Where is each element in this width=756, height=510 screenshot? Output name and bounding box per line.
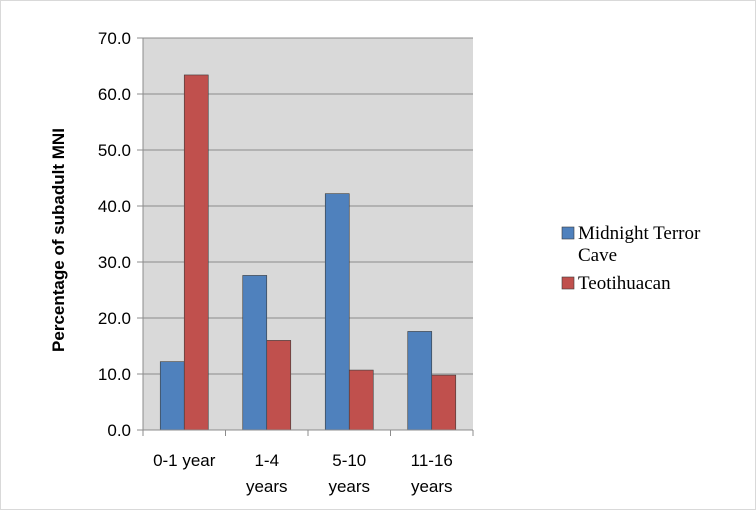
bars — [159, 74, 457, 431]
x-category-label: 5-10 — [332, 451, 366, 470]
legend-swatch — [561, 226, 575, 240]
bar-midnight-terror-cave — [242, 275, 268, 431]
legend-label: Teotihuacan — [578, 273, 671, 294]
x-category-label: years — [411, 477, 453, 496]
axes — [137, 37, 474, 436]
bar-teotihuacan — [183, 74, 209, 431]
x-category-label: 0-1 year — [153, 451, 216, 470]
x-category-label: years — [328, 477, 370, 496]
legend-swatch — [561, 276, 575, 290]
bar-teotihuacan — [348, 369, 374, 431]
legend-label: Midnight Terror — [578, 223, 701, 244]
bar-teotihuacan — [266, 340, 292, 431]
y-tick-label: 20.0 — [98, 309, 131, 328]
y-tick-label: 50.0 — [98, 141, 131, 160]
legend-label: Cave — [578, 245, 617, 266]
y-tick-label: 70.0 — [98, 29, 131, 48]
y-tick-label: 60.0 — [98, 85, 131, 104]
x-category-label: 11-16 — [411, 451, 453, 470]
bar-teotihuacan — [431, 374, 457, 431]
bar-midnight-terror-cave — [407, 331, 433, 431]
bar-midnight-terror-cave — [159, 361, 185, 431]
y-tick-label: 40.0 — [98, 197, 131, 216]
x-category-label: 1-4 — [254, 451, 279, 470]
x-category-labels: 0-1 year 1-4 years 5-10 years 11-16 years — [153, 451, 453, 496]
y-tick-label: 10.0 — [98, 365, 131, 384]
y-tick-label: 30.0 — [98, 253, 131, 272]
bar-midnight-terror-cave — [324, 193, 350, 431]
y-tick-label: 0.0 — [107, 421, 131, 440]
y-tick-labels: 0.0 10.0 20.0 30.0 40.0 50.0 60.0 70.0 — [98, 29, 131, 440]
x-category-label: years — [246, 477, 288, 496]
y-axis-label: Percentage of subadult MNI — [49, 128, 68, 352]
